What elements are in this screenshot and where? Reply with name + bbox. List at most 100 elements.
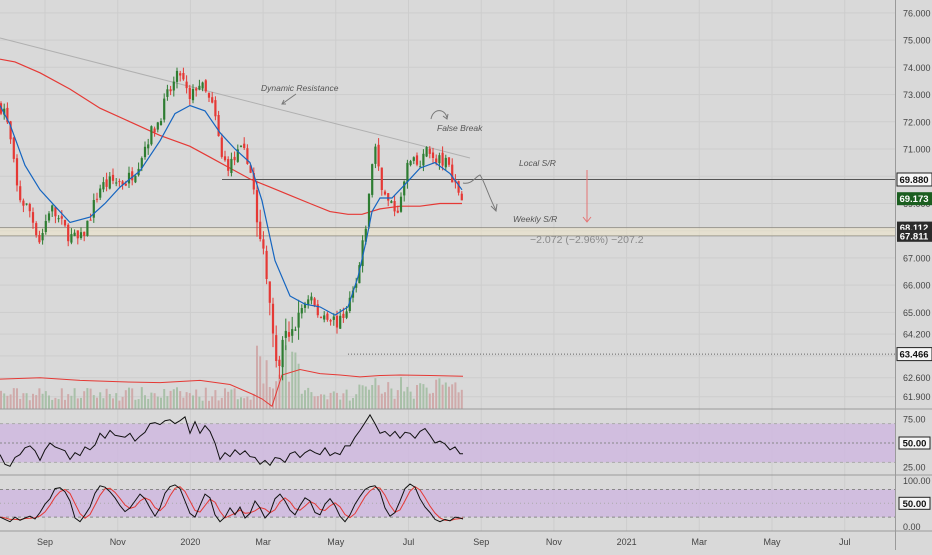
oscillator-tick-label: 0.00 — [903, 522, 921, 532]
volume-bar — [204, 387, 207, 409]
volume-bar — [35, 395, 38, 409]
candle-body — [35, 223, 38, 236]
oscillator-axes: 75.00 25.00 100.00 0.00 — [903, 414, 931, 532]
candle-body — [297, 312, 300, 328]
candle-body — [51, 205, 54, 212]
candle-body — [195, 88, 198, 91]
candle-body — [172, 81, 175, 91]
measure-arrow-icon — [582, 216, 592, 223]
candle-body — [153, 128, 156, 133]
candle-body — [262, 239, 265, 249]
oscillator-tick-label: 100.00 — [903, 476, 931, 486]
volume-bar — [73, 388, 76, 409]
candle-body — [383, 191, 387, 195]
price-tag-low-line: 63.466 — [896, 347, 932, 362]
volume-bar — [179, 391, 182, 409]
price-tick-label: 64.200 — [903, 330, 931, 340]
volume-bar — [105, 388, 108, 409]
candle-body — [198, 85, 201, 90]
candle-body — [438, 155, 441, 164]
candle-body — [44, 221, 47, 232]
false-break-label: False Break — [437, 123, 483, 133]
weekly-sr-label: Weekly S/R — [513, 214, 557, 224]
candle-body — [441, 152, 444, 166]
candle-body — [355, 283, 358, 288]
candle-body — [380, 167, 383, 190]
volume-bar — [457, 392, 460, 409]
dynamic-resistance-label: Dynamic Resistance — [261, 83, 339, 93]
volume-bar — [249, 399, 252, 409]
volume-bar — [387, 382, 390, 409]
candle-body — [220, 137, 223, 157]
candle-body — [211, 97, 214, 103]
candle-body — [377, 144, 380, 167]
volume-bar — [400, 377, 402, 409]
candle-body — [60, 216, 63, 219]
volume-bar — [291, 351, 294, 409]
candle-body — [156, 122, 159, 130]
volume-bar — [44, 391, 47, 409]
volume-bar — [16, 388, 18, 409]
volume-bar — [169, 390, 172, 409]
dynamic-resistance-line[interactable] — [0, 37, 471, 159]
weekly-sr-zone — [0, 227, 895, 236]
volume-bar — [259, 356, 262, 409]
time-axis[interactable]: Sep Nov 2020 Mar May Jul Sep Nov 2021 Mar May Jul — [37, 537, 850, 547]
price-tick-label: 66.000 — [903, 281, 931, 291]
stoch-level-tag: 50.00 — [898, 496, 931, 510]
candle-body — [332, 316, 335, 320]
candle-body — [291, 329, 294, 336]
volume-bar — [355, 394, 358, 409]
projection-path[interactable] — [462, 174, 497, 211]
volume-bar — [115, 393, 118, 409]
candle-body — [415, 155, 419, 165]
candle-body — [259, 221, 262, 239]
candle-body — [95, 198, 99, 200]
candle-body — [294, 329, 297, 331]
volume-bar — [428, 393, 431, 409]
volume-bar — [124, 390, 127, 409]
volume-bar — [377, 385, 380, 409]
candle-body — [22, 200, 25, 206]
volume-bar — [92, 395, 95, 409]
volume-bar — [393, 398, 396, 409]
candle-body — [252, 173, 255, 190]
volume-bar — [172, 389, 175, 409]
candle-body — [265, 250, 268, 279]
volume-bar — [188, 393, 191, 409]
candle-body — [28, 204, 31, 212]
candle-body — [243, 143, 246, 148]
local-sr-label: Local S/R — [519, 158, 556, 168]
candle-body — [281, 339, 284, 368]
volume-bar — [25, 393, 28, 409]
volume-bar — [256, 345, 258, 409]
candle-body — [67, 224, 70, 242]
volume-bar — [454, 382, 457, 409]
volume-bar — [156, 396, 159, 409]
volume-bar — [278, 374, 281, 409]
candle-body — [147, 144, 150, 149]
candle-body — [124, 183, 127, 186]
price-tick-label: 67.000 — [903, 253, 931, 263]
candle-body — [246, 148, 249, 164]
candle-body — [217, 115, 220, 137]
volume-bar — [12, 388, 15, 409]
candle-body — [140, 158, 143, 168]
candle-body — [223, 156, 227, 161]
candle-body — [310, 296, 313, 301]
volume-bar — [121, 396, 124, 409]
candle-body — [239, 145, 243, 147]
volume-bar — [368, 389, 370, 409]
candle-body — [15, 158, 19, 186]
stoch-k-line — [0, 483, 464, 523]
slow-moving-average — [0, 58, 462, 215]
false-break-curve[interactable] — [430, 110, 448, 120]
price-tick-label: 61.900 — [903, 392, 931, 402]
candle-body — [457, 181, 460, 193]
volume-bar — [406, 386, 409, 409]
volume-bar — [32, 393, 34, 409]
candle-body — [303, 303, 307, 308]
oscillator-tick-label: 75.00 — [903, 414, 926, 424]
